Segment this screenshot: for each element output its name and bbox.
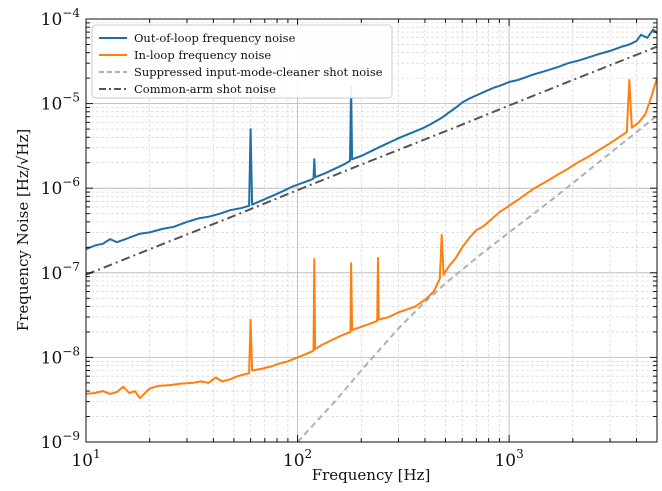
legend-label: In-loop frequency noise <box>134 48 271 62</box>
y-tick-label: 10−8 <box>41 344 80 368</box>
x-tick-label: 103 <box>494 447 523 471</box>
legend-box <box>91 24 393 99</box>
axis-ticks <box>85 19 658 443</box>
x-tick-label: 101 <box>71 447 100 471</box>
plot-frame <box>85 18 658 443</box>
x-axis-label: Frequency [Hz] <box>312 466 431 484</box>
y-tick-label: 10−9 <box>41 429 80 453</box>
y-tick-label: 10−4 <box>41 6 81 30</box>
x-tick-labels: 101 102 103 <box>71 447 523 471</box>
series-line-2 <box>296 114 657 442</box>
legend-label: Out-of-loop frequency noise <box>134 31 296 45</box>
legend-label: Suppressed input-mode-cleaner shot noise <box>134 65 383 79</box>
y-tick-label: 10−7 <box>41 260 80 284</box>
y-tick-label: 10−6 <box>41 175 80 199</box>
x-tick-label: 102 <box>283 447 312 471</box>
series-layer <box>86 28 657 442</box>
y-axis-label: Frequency Noise [Hz/√Hz] <box>14 129 32 331</box>
legend-label: Common-arm shot noise <box>134 82 276 96</box>
series-line-1 <box>86 77 657 400</box>
series-line-0 <box>86 28 657 251</box>
series-line-3 <box>86 45 657 276</box>
legend: Out-of-loop frequency noise In-loop frequ… <box>91 24 393 99</box>
y-tick-label: 10−5 <box>41 91 80 115</box>
y-tick-labels: 10−9 10−8 10−7 10−6 10−5 10−4 <box>41 6 81 453</box>
